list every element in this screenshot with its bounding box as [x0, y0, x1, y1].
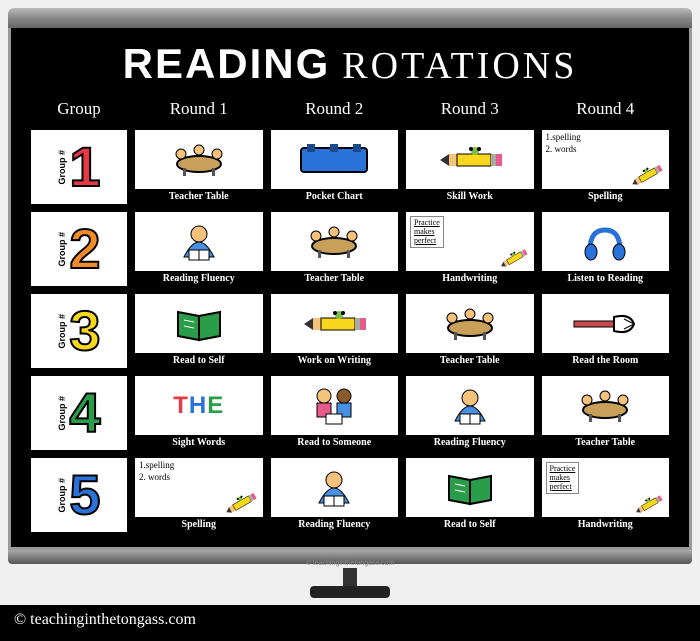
activity-cell: Read to Self: [404, 456, 536, 534]
activity-cell: Read to Self: [133, 292, 265, 370]
activity-cell: Reading Fluency: [269, 456, 401, 534]
practice-icon: Practicemakesperfect: [542, 458, 670, 517]
group-cell: Group #2: [29, 210, 129, 288]
activity-cell: Read the Room: [540, 292, 672, 370]
activity-cell: PracticemakesperfectHandwriting: [404, 210, 536, 288]
book-green-icon: [135, 294, 263, 353]
group-number: 5: [69, 467, 100, 523]
kids-icon: [271, 376, 399, 435]
activity-cell: Teacher Table: [404, 292, 536, 370]
teacher-table-icon: [406, 294, 534, 353]
activity-label: Spelling: [135, 517, 263, 532]
title-part2: ROTATIONS: [342, 44, 577, 88]
activity-label: Pocket Chart: [271, 189, 399, 204]
activity-cell: Teacher Table: [269, 210, 401, 288]
footer-text: © teachinginthetongass.com: [14, 611, 196, 628]
activity-label: Read to Self: [135, 353, 263, 368]
group-cell: Group #3: [29, 292, 129, 370]
sight-icon: THE: [135, 376, 263, 435]
activity-label: Teacher Table: [135, 189, 263, 204]
activity-label: Teacher Table: [542, 435, 670, 450]
activity-label: Listen to Reading: [542, 271, 670, 286]
activity-cell: Work on Writing: [269, 292, 401, 370]
group-label: Group #: [57, 314, 67, 349]
column-header: Round 4: [540, 94, 672, 124]
activity-label: Skill Work: [406, 189, 534, 204]
group-label: Group #: [57, 478, 67, 513]
column-header: Group: [29, 94, 129, 124]
activity-label: Spelling: [542, 189, 670, 204]
activity-cell: Reading Fluency: [133, 210, 265, 288]
activity-label: Handwriting: [406, 271, 534, 286]
activity-cell: Read to Someone: [269, 374, 401, 452]
activity-label: Reading Fluency: [135, 271, 263, 286]
activity-label: Reading Fluency: [271, 517, 399, 532]
activity-cell: THESight Words: [133, 374, 265, 452]
fluency-icon: [271, 458, 399, 517]
fluency-icon: [135, 212, 263, 271]
projector-screen: READING ROTATIONS GroupRound 1Round 2Rou…: [8, 8, 692, 568]
book-green-icon: [406, 458, 534, 517]
group-number: 4: [69, 385, 100, 441]
fluency-icon: [406, 376, 534, 435]
title-row: READING ROTATIONS: [29, 40, 671, 88]
teacher-table-icon: [271, 212, 399, 271]
activity-cell: Teacher Table: [133, 128, 265, 206]
pocket-chart-icon: [271, 130, 399, 189]
small-copyright: © teachinginthetongass.com: [306, 560, 394, 567]
activity-label: Teacher Table: [271, 271, 399, 286]
activity-label: Reading Fluency: [406, 435, 534, 450]
column-header: Round 2: [269, 94, 401, 124]
teacher-table-icon: [135, 130, 263, 189]
group-label: Group #: [57, 150, 67, 185]
title-part1: READING: [123, 40, 331, 88]
activity-cell: PracticemakesperfectHandwriting: [540, 456, 672, 534]
spelling-icon: 1.spelling2. words: [542, 130, 670, 189]
activity-cell: Listen to Reading: [540, 210, 672, 288]
pointer-icon: [542, 294, 670, 353]
activity-label: Teacher Table: [406, 353, 534, 368]
group-cell: Group #4: [29, 374, 129, 452]
group-label: Group #: [57, 232, 67, 267]
screen-content: READING ROTATIONS GroupRound 1Round 2Rou…: [8, 28, 692, 550]
group-number: 3: [69, 303, 100, 359]
group-number: 2: [69, 221, 100, 277]
group-cell: Group #1: [29, 128, 129, 206]
activity-cell: Reading Fluency: [404, 374, 536, 452]
spelling-icon: 1.spelling2. words: [135, 458, 263, 517]
screen-top-bar: [8, 8, 692, 28]
activity-cell: 1.spelling2. wordsSpelling: [540, 128, 672, 206]
stand: [343, 568, 357, 586]
group-cell: Group #5: [29, 456, 129, 534]
headphones-icon: [542, 212, 670, 271]
practice-icon: Practicemakesperfect: [406, 212, 534, 271]
activity-label: Sight Words: [135, 435, 263, 450]
activity-label: Read the Room: [542, 353, 670, 368]
activity-cell: Skill Work: [404, 128, 536, 206]
pencil-icon: [406, 130, 534, 189]
column-header: Round 1: [133, 94, 265, 124]
activity-label: Read to Self: [406, 517, 534, 532]
activity-cell: Pocket Chart: [269, 128, 401, 206]
activity-label: Handwriting: [542, 517, 670, 532]
teacher-table-icon: [542, 376, 670, 435]
activity-cell: Teacher Table: [540, 374, 672, 452]
rotation-grid: GroupRound 1Round 2Round 3Round 4 Group #…: [29, 94, 671, 534]
activity-label: Work on Writing: [271, 353, 399, 368]
group-number: 1: [69, 139, 100, 195]
base: [310, 586, 390, 598]
page-footer: © teachinginthetongass.com: [0, 605, 700, 641]
activity-label: Read to Someone: [271, 435, 399, 450]
pencil-icon: [271, 294, 399, 353]
group-label: Group #: [57, 396, 67, 431]
activity-cell: 1.spelling2. wordsSpelling: [133, 456, 265, 534]
column-header: Round 3: [404, 94, 536, 124]
